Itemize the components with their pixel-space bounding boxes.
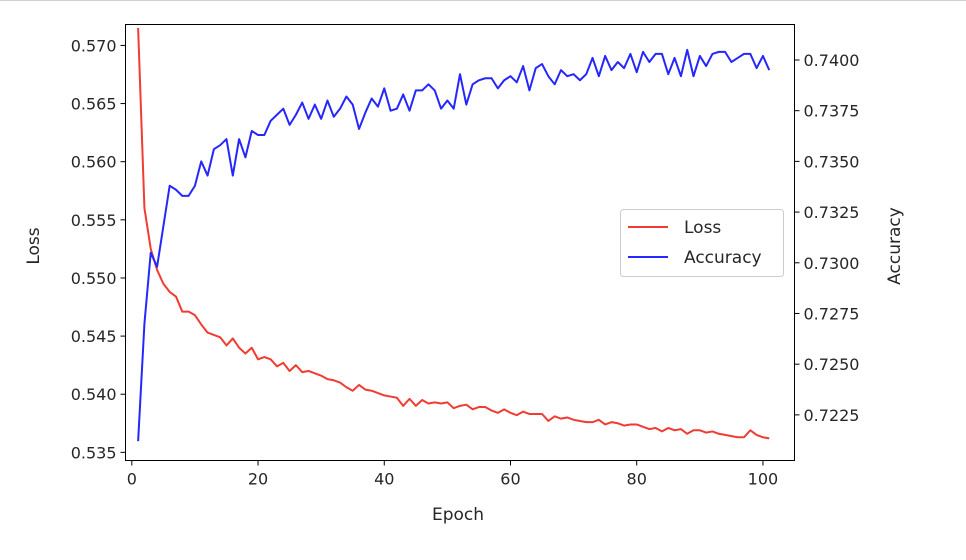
plot-frame [125,24,795,461]
legend-label-accuracy: Accuracy [684,248,762,268]
y-right-tick-label: 0.7300 [804,254,860,273]
x-tick-label: 80 [627,470,647,489]
x-axis-label: Epoch [432,505,484,525]
series-line-accuracy [137,48,771,442]
y-left-tick-label: 0.565 [71,95,117,114]
y-right-tick-label: 0.7375 [804,102,860,121]
legend-label-loss: Loss [684,218,721,238]
x-tick-label: 0 [127,470,137,489]
y-right-tick-label: 0.7225 [804,406,860,425]
y-right-tick-label: 0.7250 [804,355,860,374]
y-left-tick-label: 0.555 [71,211,117,230]
x-tick-label: 40 [374,470,394,489]
y-right-tick-label: 0.7350 [804,152,860,171]
y-right-tick-label: 0.7275 [804,304,860,323]
y-left-tick-label: 0.540 [71,385,117,404]
y-right-tick-label: 0.7400 [804,51,860,70]
y-left-tick-label: 0.570 [71,36,117,55]
x-tick-label: 20 [248,470,268,489]
y-left-tick-label: 0.560 [71,153,117,172]
y-axis-right-label: Accuracy [885,207,905,285]
y-right-tick-label: 0.7325 [804,203,860,222]
y-axis-left-ticks: 0.535 0.540 0.545 0.550 0.555 0.560 0.565 0.570 [71,36,126,462]
series-line-loss [137,27,770,440]
x-tick-label: 60 [500,470,520,489]
x-tick-label: 100 [748,470,779,489]
y-left-tick-label: 0.545 [71,327,117,346]
top-divider [0,0,966,1]
y-left-tick-label: 0.535 [71,443,117,462]
series-lines [137,27,771,442]
x-axis-ticks: 0 20 40 60 80 100 [127,460,779,489]
y-left-tick-label: 0.550 [71,269,117,288]
y-axis-left-label: Loss [24,227,44,264]
legend: Loss Accuracy [620,209,784,277]
y-axis-right-ticks: 0.7225 0.7250 0.7275 0.7300 0.7325 0.7350 0.73… [794,51,860,425]
